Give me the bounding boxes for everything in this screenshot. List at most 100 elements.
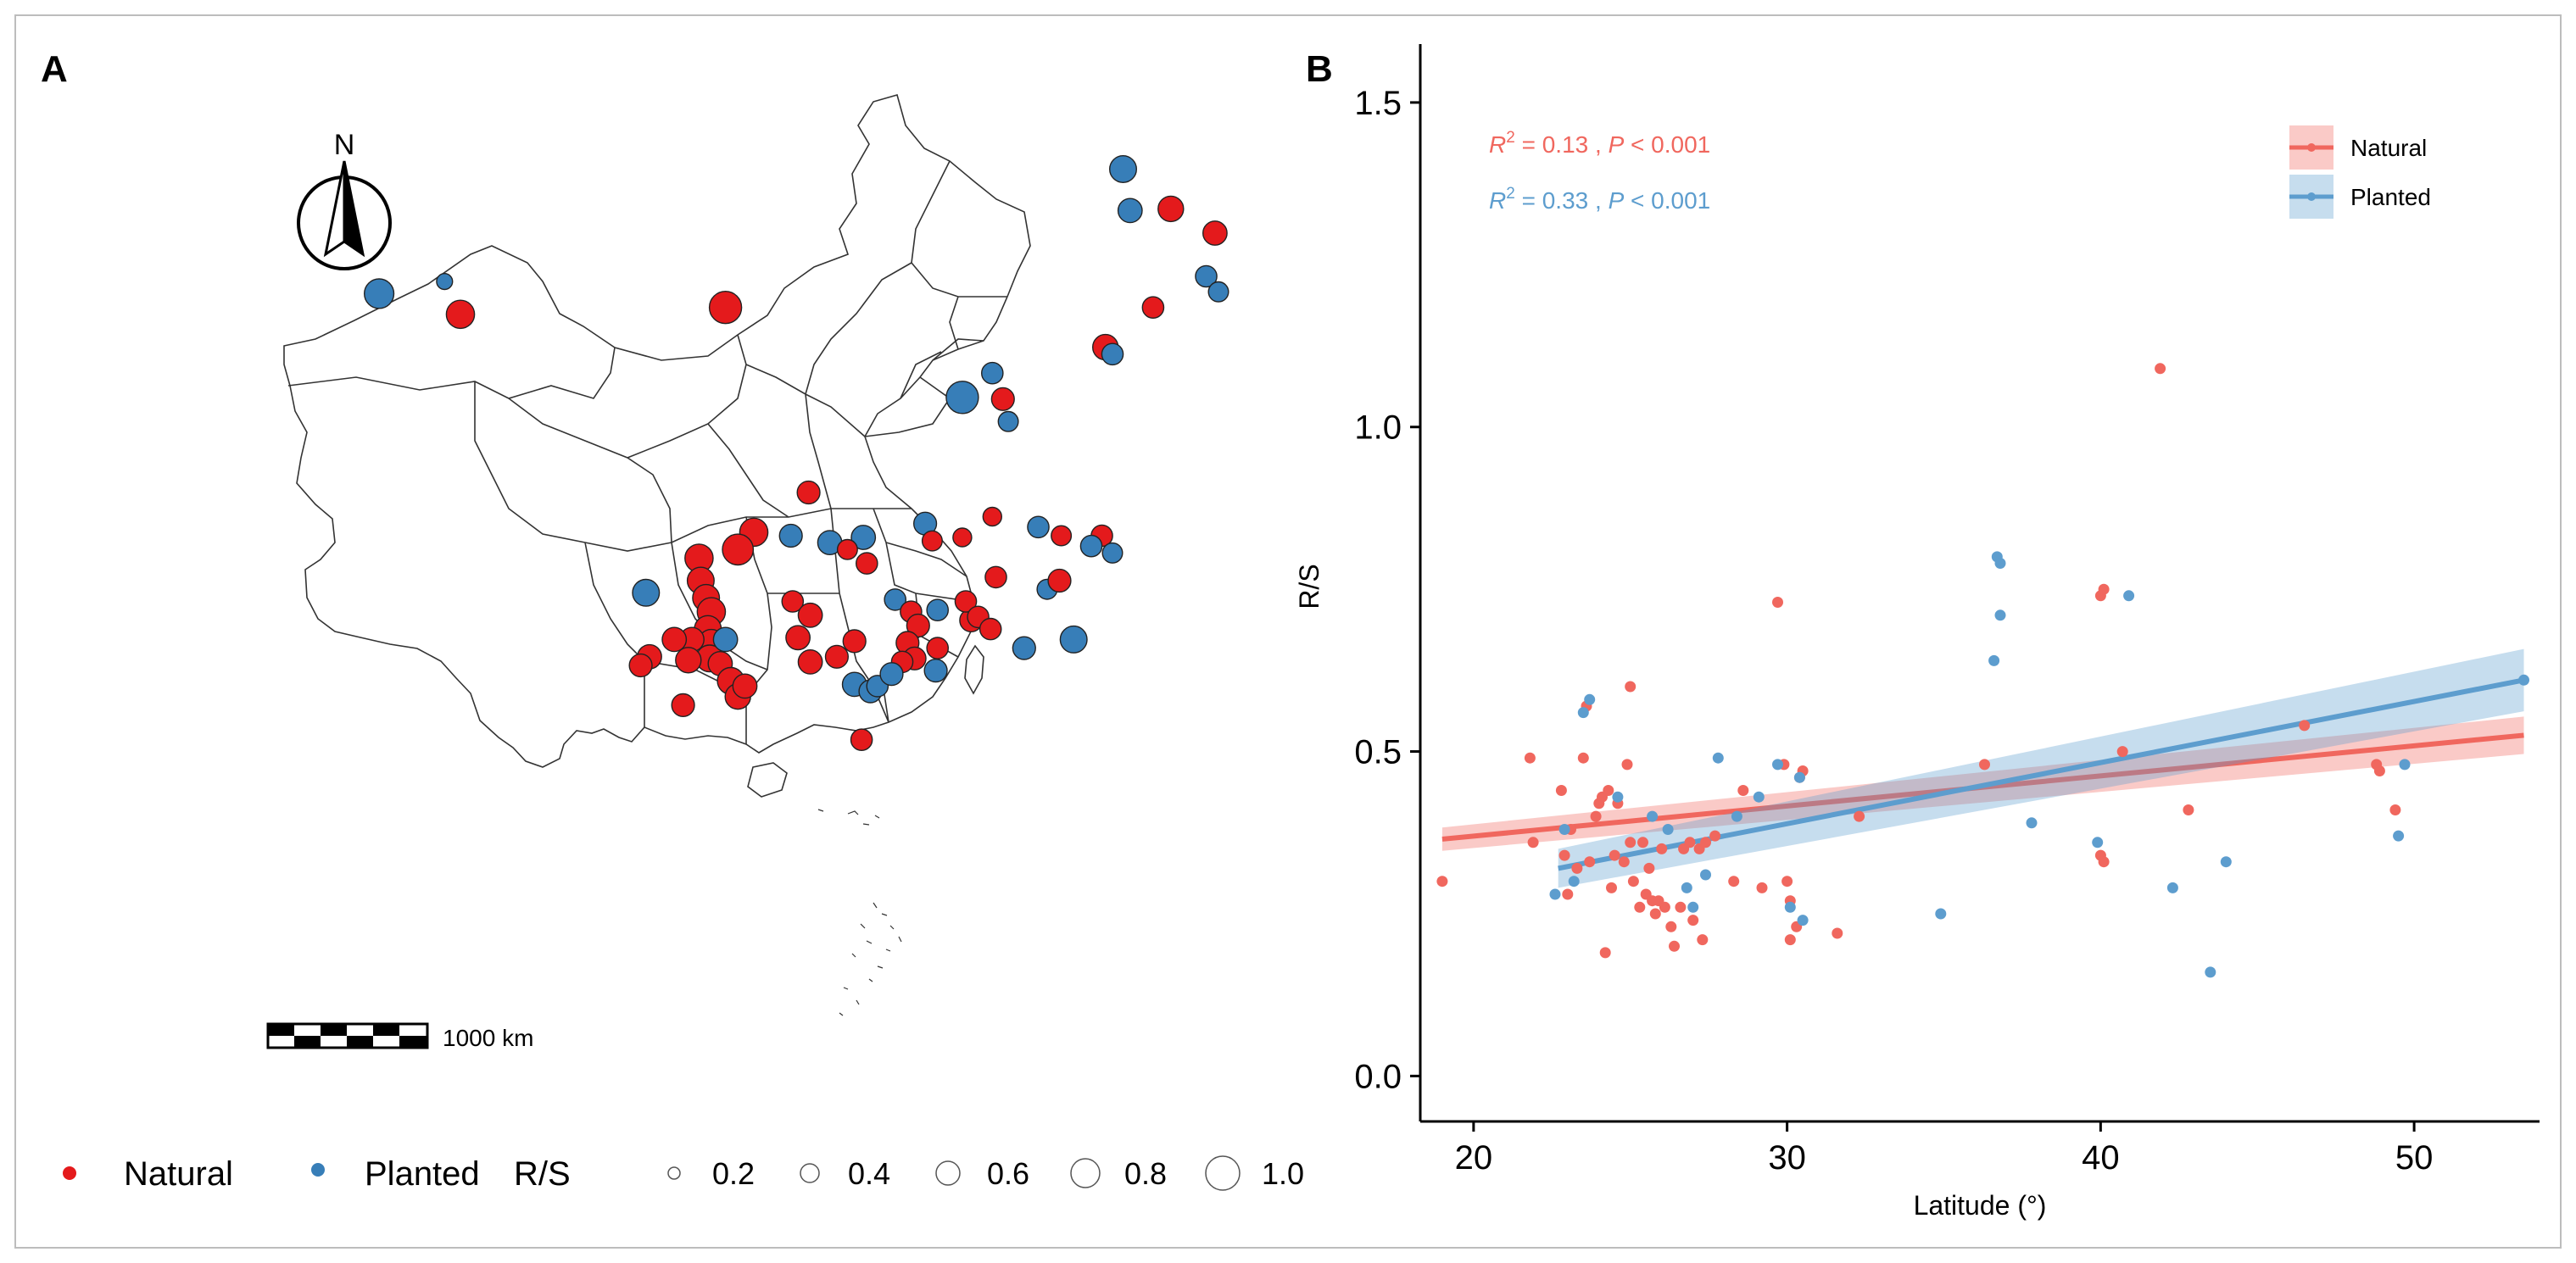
map-site-planted <box>884 588 906 611</box>
legend-planted-swatch <box>311 1163 325 1177</box>
legend-size-value: 0.6 <box>987 1156 1029 1191</box>
point-natural <box>1555 785 1567 796</box>
map-site-natural <box>906 613 930 638</box>
map-site-planted <box>1207 281 1229 303</box>
point-planted <box>1797 915 1809 926</box>
point-natural <box>2371 759 2383 771</box>
map-site-planted <box>712 626 739 653</box>
point-planted <box>2518 674 2529 686</box>
point-natural <box>1737 785 1749 796</box>
panel-a-map: A N <box>41 48 1304 1193</box>
country-outline <box>283 94 1031 768</box>
point-planted <box>1793 771 1805 783</box>
point-planted <box>1731 810 1742 822</box>
point-natural <box>1618 856 1630 868</box>
x-tick-label: 30 <box>1768 1139 1806 1177</box>
point-planted <box>1681 882 1692 893</box>
point-natural <box>1634 901 1646 913</box>
annotation-natural: R2 = 0.13 , P < 0.001 <box>1489 129 1710 158</box>
point-natural <box>1656 843 1668 854</box>
map-site-natural <box>1047 568 1072 593</box>
map-site-planted <box>997 410 1019 432</box>
point-natural <box>1625 681 1636 693</box>
point-planted <box>2092 837 2104 848</box>
point-natural <box>1577 752 1589 764</box>
map-site-planted <box>981 361 1004 385</box>
point-natural <box>1524 752 1536 764</box>
map-site-natural <box>1051 525 1073 547</box>
point-natural <box>1784 934 1796 946</box>
point-natural <box>1675 901 1687 913</box>
legend-size-circle <box>800 1163 820 1183</box>
scale-label: 1000 km <box>443 1025 533 1051</box>
map-site-natural <box>982 506 1003 527</box>
point-natural <box>1649 908 1661 920</box>
map-site-markers <box>364 154 1229 752</box>
point-planted <box>1784 901 1796 913</box>
point-natural <box>1627 876 1639 887</box>
y-axis-label: R/S <box>1294 564 1324 609</box>
legend-size-title: R/S <box>514 1155 571 1193</box>
point-planted <box>1988 654 2000 666</box>
point-planted <box>1994 558 2006 569</box>
point-natural <box>1625 837 1636 848</box>
point-natural <box>1558 849 1570 861</box>
point-natural <box>2116 746 2128 758</box>
legend-size-value: 0.8 <box>1124 1156 1167 1191</box>
legend-natural-text: Natural <box>2350 135 2427 161</box>
point-natural <box>1590 810 1602 822</box>
legend-natural-point <box>2307 143 2316 152</box>
annotation-planted: R2 = 0.33 , P < 0.001 <box>1489 185 1710 214</box>
map-site-natural <box>850 728 873 752</box>
map-site-planted <box>1079 534 1103 558</box>
point-planted <box>1700 869 1711 881</box>
point-natural <box>1781 876 1793 887</box>
map-site-natural <box>797 649 823 675</box>
point-planted <box>1558 824 1570 835</box>
legend-size-value: 0.4 <box>848 1156 890 1191</box>
point-planted <box>1568 876 1580 887</box>
point-planted <box>1687 901 1699 913</box>
regression-fits <box>1441 648 2525 888</box>
chart-legend: Natural Planted <box>2289 125 2431 219</box>
map-site-natural <box>708 291 743 325</box>
point-natural <box>1709 830 1721 842</box>
y-tick-label: 1.0 <box>1354 409 1402 447</box>
map-site-natural <box>796 480 821 505</box>
y-tick-label: 1.5 <box>1354 85 1402 122</box>
point-natural <box>1436 876 1448 887</box>
x-tick-label: 50 <box>2395 1139 2434 1177</box>
map-site-planted <box>1059 625 1088 654</box>
y-tick-label: 0.5 <box>1354 734 1402 771</box>
point-planted <box>1584 693 1596 705</box>
map-site-planted <box>778 523 803 548</box>
map-site-planted <box>1108 154 1137 183</box>
point-planted <box>1662 824 1674 835</box>
point-natural <box>1684 837 1696 848</box>
point-natural <box>2183 804 2194 815</box>
panel-b-scatter: B 0.0 0.5 1.0 1.5 20 30 40 50 R/S Latitude (°)… <box>1294 44 2540 1221</box>
point-natural <box>1599 947 1611 959</box>
point-planted <box>1935 908 1947 920</box>
map-site-natural <box>628 653 653 678</box>
x-axis-ticks: 20 30 40 50 <box>1455 1121 2434 1177</box>
legend-size-value: 1.0 <box>1262 1156 1304 1191</box>
map-site-natural <box>952 527 973 548</box>
point-planted <box>2026 817 2038 829</box>
map-site-planted <box>1117 198 1143 224</box>
scale-bar: 1000 km <box>266 1022 533 1051</box>
confidence-band-planted <box>1558 648 2524 888</box>
map-site-planted <box>1101 542 1124 564</box>
map-outline <box>283 94 1031 1016</box>
map-site-natural <box>722 533 755 566</box>
legend-size-circle <box>1205 1155 1241 1191</box>
x-tick-label: 40 <box>2082 1139 2120 1177</box>
map-site-planted <box>1027 515 1050 539</box>
point-natural <box>1728 876 1740 887</box>
point-natural <box>1643 862 1655 874</box>
point-natural <box>1584 856 1596 868</box>
point-natural <box>1756 882 1768 893</box>
point-natural <box>2155 363 2166 375</box>
point-planted <box>1647 810 1659 822</box>
